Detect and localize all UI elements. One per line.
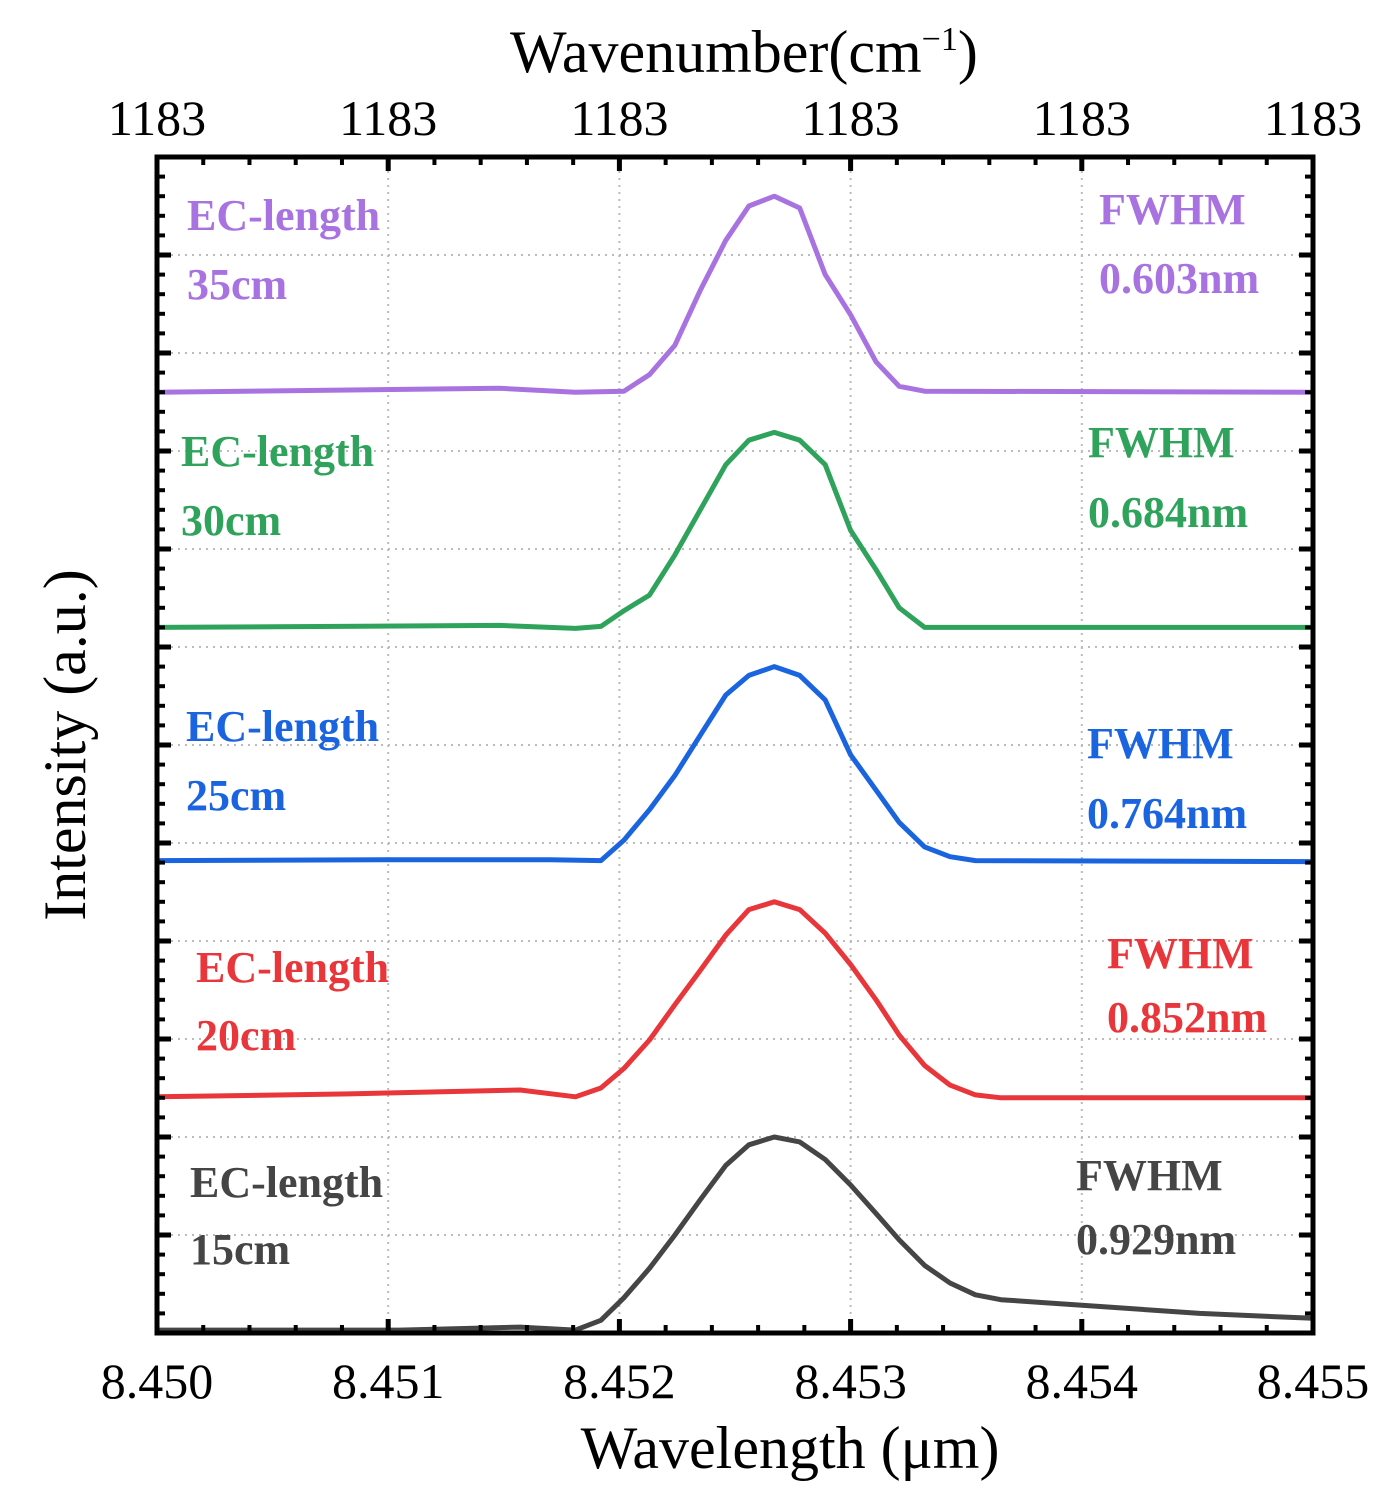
top-axis-title-sup: −1 xyxy=(922,21,958,58)
series-line-4 xyxy=(156,193,1314,395)
x-tick-label: 8.454 xyxy=(1026,1353,1139,1409)
ec-length-label: EC-length xyxy=(190,1158,383,1207)
ec-length-value: 20cm xyxy=(196,1011,296,1060)
fwhm-value: 0.852nm xyxy=(1107,993,1267,1042)
annotations: EC-length 15cm FWHM 0.929nm EC-length 20cm FWH… xyxy=(181,185,1267,1274)
top-tick-label: 1183 xyxy=(1033,90,1131,146)
x-tick-label: 8.455 xyxy=(1257,1353,1370,1409)
series-line-3 xyxy=(156,429,1313,631)
fwhm-label: FWHM xyxy=(1076,1151,1223,1200)
grid xyxy=(157,157,1313,1333)
fwhm-value: 0.764nm xyxy=(1087,789,1247,838)
fwhm-label: FWHM xyxy=(1099,185,1246,234)
fwhm-value: 0.603nm xyxy=(1099,254,1259,303)
top-tick-label: 1183 xyxy=(1264,90,1362,146)
fwhm-label: FWHM xyxy=(1087,719,1234,768)
curves xyxy=(156,193,1314,1333)
plot-border xyxy=(154,154,1316,1336)
top-tick-label: 1183 xyxy=(802,90,900,146)
ec-length-label: EC-length xyxy=(181,427,374,476)
x-tick-label: 8.450 xyxy=(101,1353,214,1409)
tick-labels: 8.450 1183 8.451 1183 8.452 1183 8.453 1183 8.45… xyxy=(101,90,1370,1409)
x-tick-label: 8.452 xyxy=(563,1353,676,1409)
series-line-0 xyxy=(157,1134,1314,1333)
top-tick-label: 1183 xyxy=(108,90,206,146)
ec-length-label: EC-length xyxy=(186,702,379,751)
ec-length-value: 15cm xyxy=(190,1225,290,1274)
ec-length-value: 30cm xyxy=(181,496,281,545)
fwhm-label: FWHM xyxy=(1107,929,1254,978)
fwhm-value: 0.684nm xyxy=(1088,488,1248,537)
top-axis-title-close: ) xyxy=(958,19,978,85)
top-tick-label: 1183 xyxy=(339,90,437,146)
x-tick-label: 8.453 xyxy=(794,1353,907,1409)
series-line-1 xyxy=(156,899,1313,1101)
ec-length-label: EC-length xyxy=(187,191,380,240)
ec-length-value: 35cm xyxy=(187,260,287,309)
fwhm-value: 0.929nm xyxy=(1076,1215,1236,1264)
fwhm-label: FWHM xyxy=(1088,418,1235,467)
plot-frame xyxy=(154,154,1316,1336)
series-line-2 xyxy=(156,664,1314,865)
top-axis-title: Wavenumber(cm−1) xyxy=(510,19,978,85)
top-tick-label: 1183 xyxy=(570,90,668,146)
ec-length-value: 25cm xyxy=(186,771,286,820)
x-tick-label: 8.451 xyxy=(332,1353,445,1409)
y-axis-title: Intensity (a.u.) xyxy=(32,569,98,921)
top-axis-title-main: Wavenumber(cm xyxy=(510,19,922,85)
x-axis-title: Wavelength (μm) xyxy=(581,1415,1000,1481)
ec-length-label: EC-length xyxy=(196,943,389,992)
